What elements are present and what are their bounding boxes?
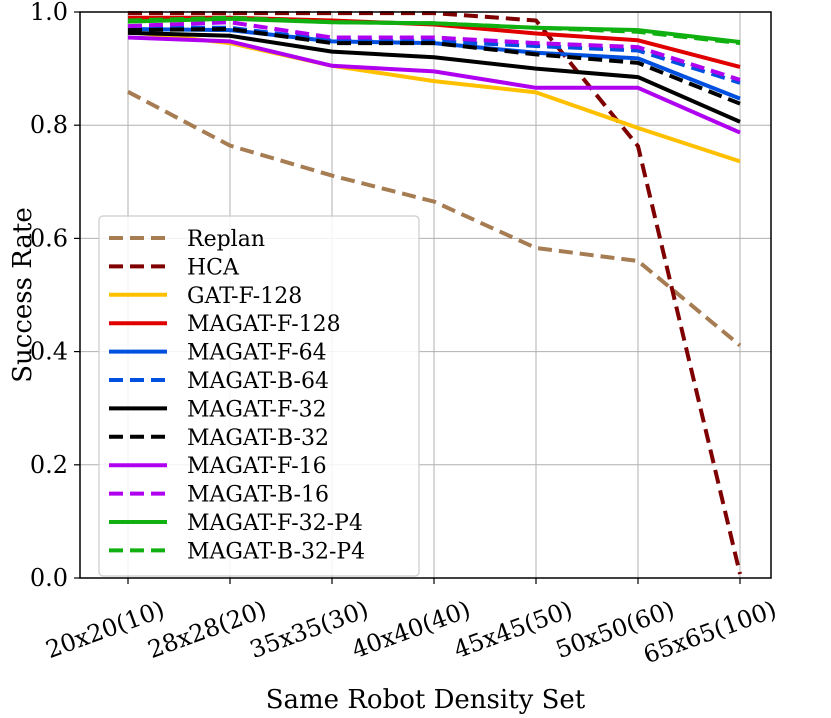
series-lines bbox=[127, 11, 742, 575]
series-line-magat-f-32 bbox=[127, 30, 741, 124]
y-tick-label: 0.0 bbox=[30, 564, 68, 592]
legend-label: GAT-F-128 bbox=[187, 284, 302, 309]
legend-item: MAGAT-F-128 bbox=[109, 312, 341, 337]
legend-item: GAT-F-128 bbox=[109, 284, 302, 309]
legend-item: Replan bbox=[109, 227, 265, 252]
legend-label: Replan bbox=[187, 227, 265, 252]
y-tick-label: 0.4 bbox=[30, 338, 68, 366]
y-tick-label: 0.8 bbox=[30, 111, 68, 139]
y-tick-label: 0.2 bbox=[30, 451, 68, 479]
legend-label: MAGAT-B-64 bbox=[187, 369, 329, 394]
legend-item: MAGAT-F-16 bbox=[109, 454, 327, 479]
legend: Replan HCA GAT-F-128 MAGAT-F-128 MAGAT-F-64 M… bbox=[98, 215, 420, 577]
y-tick-label: 0.6 bbox=[30, 224, 68, 252]
series-line-magat-b-32 bbox=[127, 27, 741, 106]
y-tick-label: 1.0 bbox=[30, 0, 68, 26]
legend-label: MAGAT-F-32 bbox=[187, 397, 327, 422]
y-axis-label: Success Rate bbox=[8, 207, 38, 383]
legend-label: MAGAT-F-32-P4 bbox=[187, 511, 363, 536]
legend-label: MAGAT-F-16 bbox=[187, 454, 327, 479]
x-axis-label: Same Robot Density Set bbox=[266, 685, 586, 715]
legend-item: MAGAT-B-32 bbox=[109, 426, 329, 451]
legend-item: HCA bbox=[109, 255, 240, 280]
series-line-hca bbox=[128, 11, 742, 575]
legend-label: MAGAT-B-32-P4 bbox=[187, 539, 365, 564]
legend-item: MAGAT-B-32-P4 bbox=[109, 539, 365, 564]
series-line-magat-b-32-p4 bbox=[127, 15, 741, 46]
legend-item: MAGAT-F-64 bbox=[109, 341, 327, 366]
legend-label: MAGAT-B-32 bbox=[187, 426, 329, 451]
series-line-replan bbox=[127, 90, 742, 347]
legend-item: MAGAT-F-32 bbox=[109, 397, 327, 422]
legend-label: HCA bbox=[187, 255, 240, 280]
series-line-magat-b-16 bbox=[127, 20, 741, 82]
legend-box bbox=[98, 215, 420, 577]
series-line-magat-f-16 bbox=[127, 35, 741, 135]
plot-frame bbox=[79, 11, 772, 579]
legend-label: MAGAT-B-16 bbox=[187, 483, 329, 508]
legend-label: MAGAT-F-128 bbox=[187, 312, 341, 337]
legend-item: MAGAT-B-64 bbox=[109, 369, 329, 394]
legend-label: MAGAT-F-64 bbox=[187, 341, 327, 366]
legend-item: MAGAT-B-16 bbox=[109, 483, 329, 508]
legend-item: MAGAT-F-32-P4 bbox=[109, 511, 363, 536]
